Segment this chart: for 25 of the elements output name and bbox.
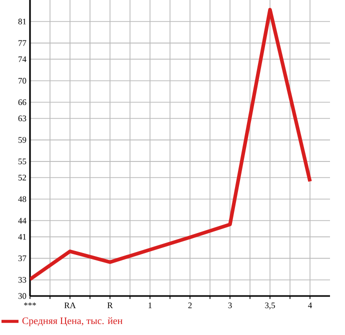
x-tick-label: 3 [228, 302, 232, 308]
y-tick-label: 74 [18, 56, 26, 62]
y-tick-label: 77 [18, 40, 26, 46]
x-tick-label: R [107, 302, 113, 308]
y-tick-label: 55 [18, 158, 26, 164]
x-tick-label: 2 [188, 302, 192, 308]
y-tick-label: 30 [18, 293, 26, 299]
y-tick-label: 44 [18, 218, 26, 224]
y-tick-label: 63 [18, 116, 26, 122]
x-tick-label: 3,5 [265, 302, 275, 310]
y-tick-label: 59 [18, 137, 26, 143]
line-series [30, 8, 312, 282]
x-tick-label: 4 [308, 302, 312, 308]
legend-label: Средняя Цена, тыс. йен [22, 317, 122, 326]
y-tick-label: 81 [18, 18, 26, 24]
y-tick-label: 41 [18, 234, 26, 240]
y-tick-label: 52 [18, 174, 26, 180]
x-tick-label: *** [24, 302, 36, 306]
y-tick-label: 33 [18, 277, 26, 283]
x-tick-label: 1 [148, 302, 152, 308]
y-tick-label: 66 [18, 99, 26, 106]
y-tick-label: 48 [18, 196, 26, 202]
x-tick-label: RA [64, 302, 76, 308]
y-tick-label: 37 [18, 255, 26, 262]
y-tick-label: 70 [18, 78, 26, 84]
